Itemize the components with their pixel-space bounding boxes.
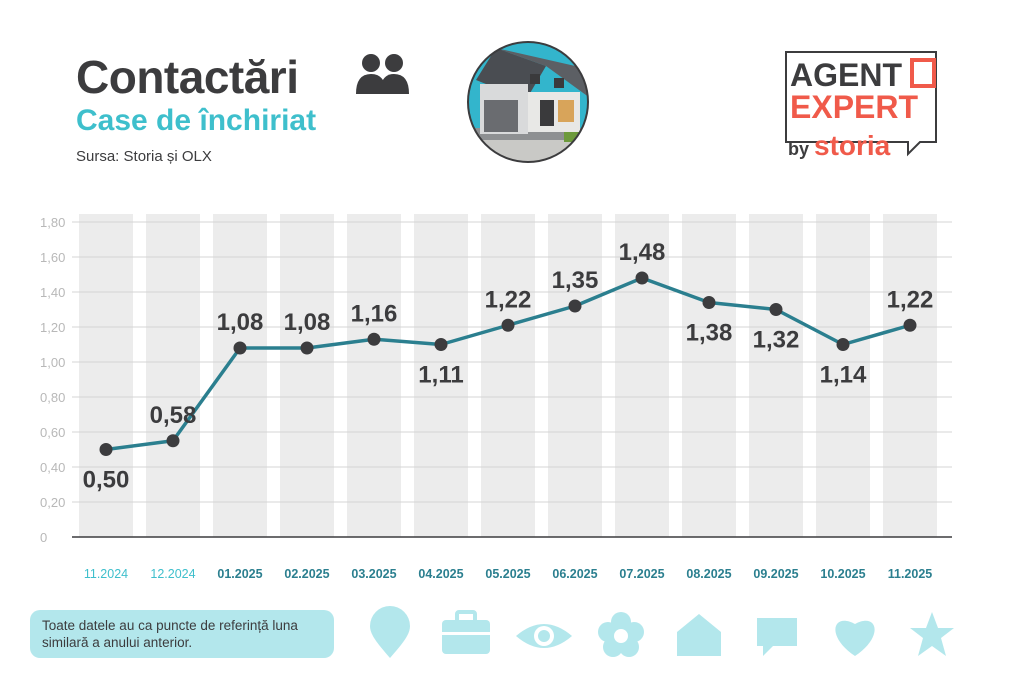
- house-photo: [467, 41, 589, 163]
- x-tick-label: 06.2025: [552, 567, 597, 581]
- column-band: [749, 214, 803, 537]
- eye-icon: [516, 624, 572, 648]
- logo-by: by: [788, 139, 809, 159]
- flower-icon: [598, 612, 644, 657]
- data-label: 1,08: [217, 309, 264, 336]
- y-tick-label: 1,60: [40, 250, 65, 265]
- data-label: 1,08: [284, 309, 331, 336]
- data-label: 1,32: [753, 327, 800, 354]
- column-band: [548, 214, 602, 537]
- data-point: [501, 318, 515, 332]
- chat-bubble-icon: [757, 618, 797, 656]
- y-tick-label: 1,00: [40, 355, 65, 370]
- data-label: 1,14: [820, 362, 867, 389]
- logo-line2: EXPERT: [790, 89, 918, 125]
- data-point: [166, 434, 180, 448]
- y-tick-label: 1,40: [40, 285, 65, 300]
- column-band: [682, 214, 736, 537]
- column-band: [347, 214, 401, 537]
- x-tick-label: 08.2025: [686, 567, 731, 581]
- column-band: [79, 214, 133, 537]
- decorative-icons-row: [370, 606, 954, 658]
- source-note: Sursa: Storia și OLX: [76, 148, 212, 165]
- column-band: [280, 214, 334, 537]
- data-label: 1,22: [485, 286, 532, 313]
- column-band: [883, 214, 937, 537]
- x-tick-label: 03.2025: [351, 567, 396, 581]
- column-band: [414, 214, 468, 537]
- data-label: 1,48: [619, 239, 666, 266]
- column-band: [146, 214, 200, 537]
- data-point: [367, 332, 381, 346]
- y-tick-label: 0,60: [40, 425, 65, 440]
- data-point: [702, 296, 716, 309]
- y-tick-label: 0,20: [40, 495, 65, 510]
- briefcase-icon: [442, 610, 490, 654]
- x-tick-label: 01.2025: [217, 567, 262, 581]
- home-icon: [677, 614, 721, 656]
- people-icon: [356, 54, 409, 94]
- data-label: 1,35: [552, 267, 599, 294]
- logo-line1: AGENT: [790, 57, 902, 93]
- x-tick-label: 10.2025: [820, 567, 865, 581]
- x-tick-label: 07.2025: [619, 567, 664, 581]
- data-label: 0,50: [83, 467, 130, 494]
- heart-icon: [835, 620, 875, 656]
- column-band: [816, 214, 870, 537]
- data-point: [99, 443, 113, 456]
- line-chart: 0 0,20 0,40 0,60 0,80 1,00 1,20 1,40 1,60 1,80 11.…: [40, 214, 952, 581]
- location-pin-icon: [370, 606, 410, 658]
- x-tick-label: 09.2025: [753, 567, 798, 581]
- reference-note: Toate datele au ca puncte de referință l…: [30, 610, 334, 658]
- page-subtitle: Case de închiriat: [76, 104, 317, 137]
- y-tick-label: 1,80: [40, 215, 65, 230]
- y-tick-label: 0,40: [40, 460, 65, 475]
- y-tick-label: 1,20: [40, 320, 65, 335]
- data-point: [635, 271, 649, 285]
- data-point: [434, 338, 448, 351]
- x-tick-label: 11.2025: [888, 567, 933, 581]
- data-label: 1,11: [418, 362, 463, 389]
- data-label: 0,58: [150, 402, 197, 429]
- x-tick-label: 02.2025: [284, 567, 329, 581]
- data-point: [836, 338, 850, 351]
- data-point: [300, 341, 314, 355]
- page-title: Contactări: [76, 51, 299, 103]
- agent-expert-logo: AGENT EXPERT by storia: [785, 51, 937, 160]
- x-tick-label: 05.2025: [485, 567, 530, 581]
- column-band: [481, 214, 535, 537]
- x-tick-label: 04.2025: [418, 567, 463, 581]
- x-tick-label: 12.2024: [150, 567, 195, 581]
- star-icon: [910, 612, 954, 656]
- data-point: [903, 318, 917, 332]
- data-point: [769, 303, 783, 316]
- data-point: [568, 299, 582, 313]
- x-tick-label: 11.2024: [84, 567, 128, 581]
- y-tick-label: 0,80: [40, 390, 65, 405]
- logo-brand: storia: [814, 130, 891, 160]
- y-tick-label: 0: [40, 530, 47, 545]
- data-label: 1,22: [887, 286, 934, 313]
- data-label: 1,38: [686, 320, 733, 347]
- column-band: [615, 214, 669, 537]
- data-point: [233, 341, 247, 355]
- data-label: 1,16: [351, 300, 398, 327]
